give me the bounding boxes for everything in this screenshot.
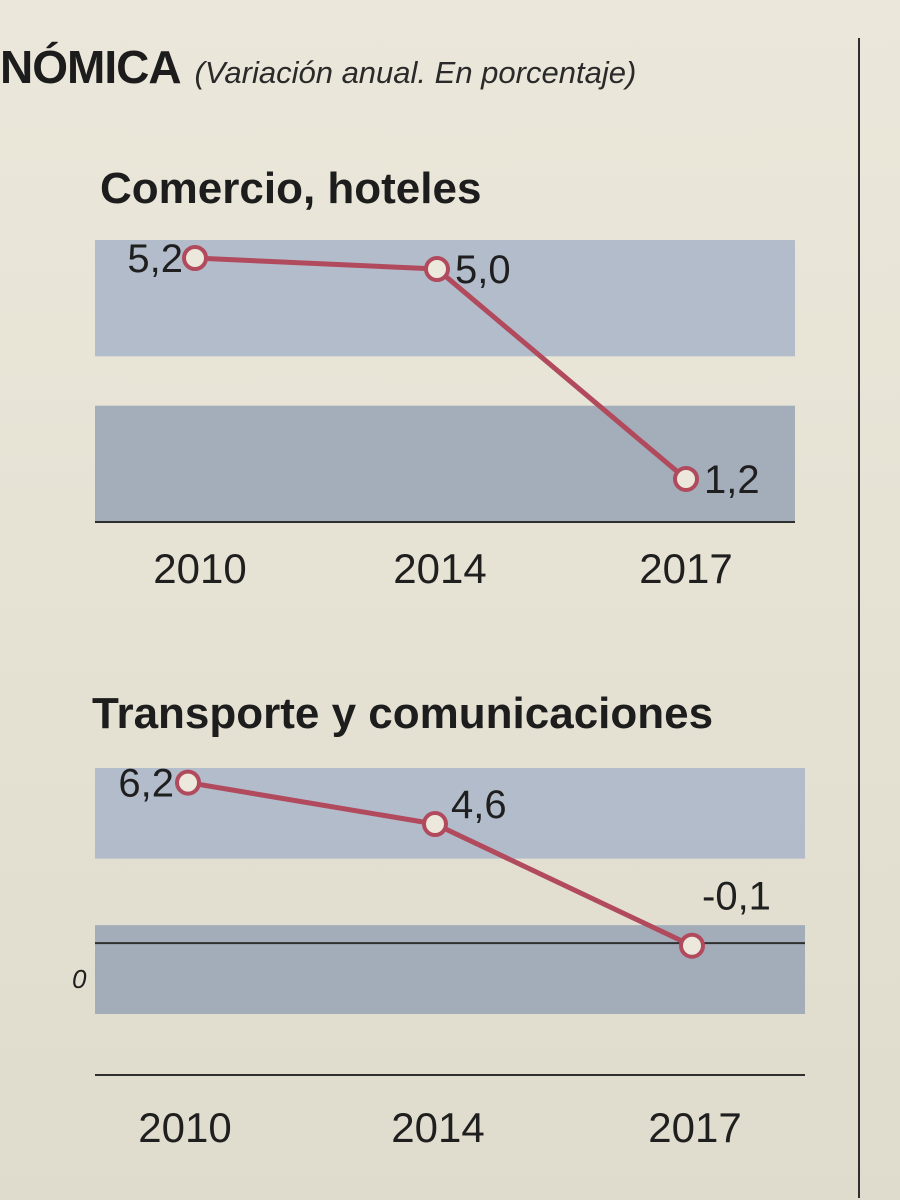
data-point-marker bbox=[424, 256, 450, 283]
data-point-marker bbox=[182, 245, 208, 271]
x-tick-label: 2014 bbox=[393, 545, 486, 592]
section-subtitle: (Variación anual. En porcentaje) bbox=[194, 55, 637, 90]
data-point-marker bbox=[422, 811, 448, 838]
x-tick-label: 2017 bbox=[639, 545, 732, 592]
data-point-marker bbox=[673, 465, 699, 492]
chart-title: Transporte y comunicaciones bbox=[92, 689, 713, 738]
zero-tick-label: 0 bbox=[72, 964, 87, 994]
x-tick-label: 2014 bbox=[391, 1104, 484, 1151]
data-value-label: 5,0 bbox=[455, 248, 511, 292]
chart-band bbox=[95, 405, 795, 522]
chart-comercio-hoteles: Comercio, hoteles 5,2 5,0 1,2 2010 2014 2017 bbox=[95, 164, 795, 592]
data-value-label: 5,2 bbox=[127, 237, 183, 281]
x-tick-label: 2017 bbox=[648, 1104, 741, 1151]
chart-title: Comercio, hoteles bbox=[100, 164, 481, 213]
x-tick-label: 2010 bbox=[153, 545, 246, 592]
data-value-label: 6,2 bbox=[118, 762, 174, 806]
section-title: NÓMICA bbox=[0, 41, 182, 93]
data-value-label: -0,1 bbox=[702, 875, 771, 919]
column-divider bbox=[858, 38, 860, 1198]
chart-transporte-comunicaciones: 0 Transporte y comunicaciones 6,2 4,6 -0,1 20… bbox=[72, 689, 805, 1151]
data-value-label: 1,2 bbox=[704, 458, 760, 502]
data-point-marker bbox=[175, 769, 201, 796]
x-tick-label: 2010 bbox=[138, 1104, 231, 1151]
chart-band bbox=[95, 768, 805, 859]
section-header: NÓMICA (Variación anual. En porcentaje) bbox=[0, 40, 636, 94]
data-point-marker bbox=[679, 932, 705, 959]
data-value-label: 4,6 bbox=[451, 783, 507, 827]
